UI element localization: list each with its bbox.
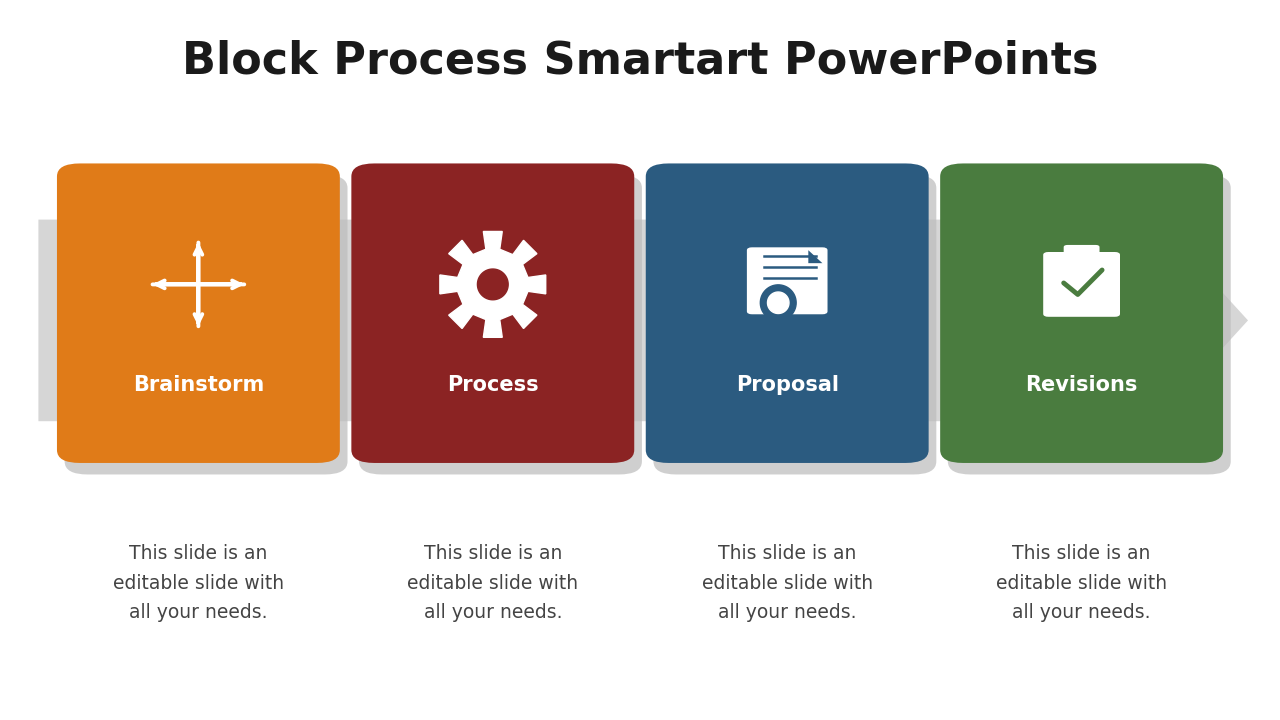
Text: This slide is an
editable slide with
all your needs.: This slide is an editable slide with all…	[996, 544, 1167, 622]
FancyBboxPatch shape	[653, 175, 937, 474]
Polygon shape	[38, 220, 1248, 421]
Text: Process: Process	[447, 375, 539, 395]
FancyBboxPatch shape	[358, 175, 641, 474]
FancyBboxPatch shape	[351, 163, 634, 463]
Polygon shape	[477, 269, 508, 300]
FancyBboxPatch shape	[56, 163, 340, 463]
FancyBboxPatch shape	[64, 175, 348, 474]
Text: Proposal: Proposal	[736, 375, 838, 395]
FancyBboxPatch shape	[940, 163, 1224, 463]
Text: This slide is an
editable slide with
all your needs.: This slide is an editable slide with all…	[113, 544, 284, 622]
FancyBboxPatch shape	[947, 175, 1230, 474]
FancyBboxPatch shape	[646, 163, 928, 463]
Text: This slide is an
editable slide with
all your needs.: This slide is an editable slide with all…	[407, 544, 579, 622]
Text: Brainstorm: Brainstorm	[133, 375, 264, 395]
Polygon shape	[809, 251, 823, 264]
Text: Revisions: Revisions	[1025, 375, 1138, 395]
Text: This slide is an
editable slide with
all your needs.: This slide is an editable slide with all…	[701, 544, 873, 622]
Polygon shape	[760, 285, 796, 320]
Text: Block Process Smartart PowerPoints: Block Process Smartart PowerPoints	[182, 40, 1098, 83]
Polygon shape	[440, 231, 545, 338]
Polygon shape	[768, 292, 788, 313]
FancyBboxPatch shape	[1064, 245, 1100, 262]
FancyBboxPatch shape	[1043, 252, 1120, 317]
FancyBboxPatch shape	[748, 247, 828, 314]
